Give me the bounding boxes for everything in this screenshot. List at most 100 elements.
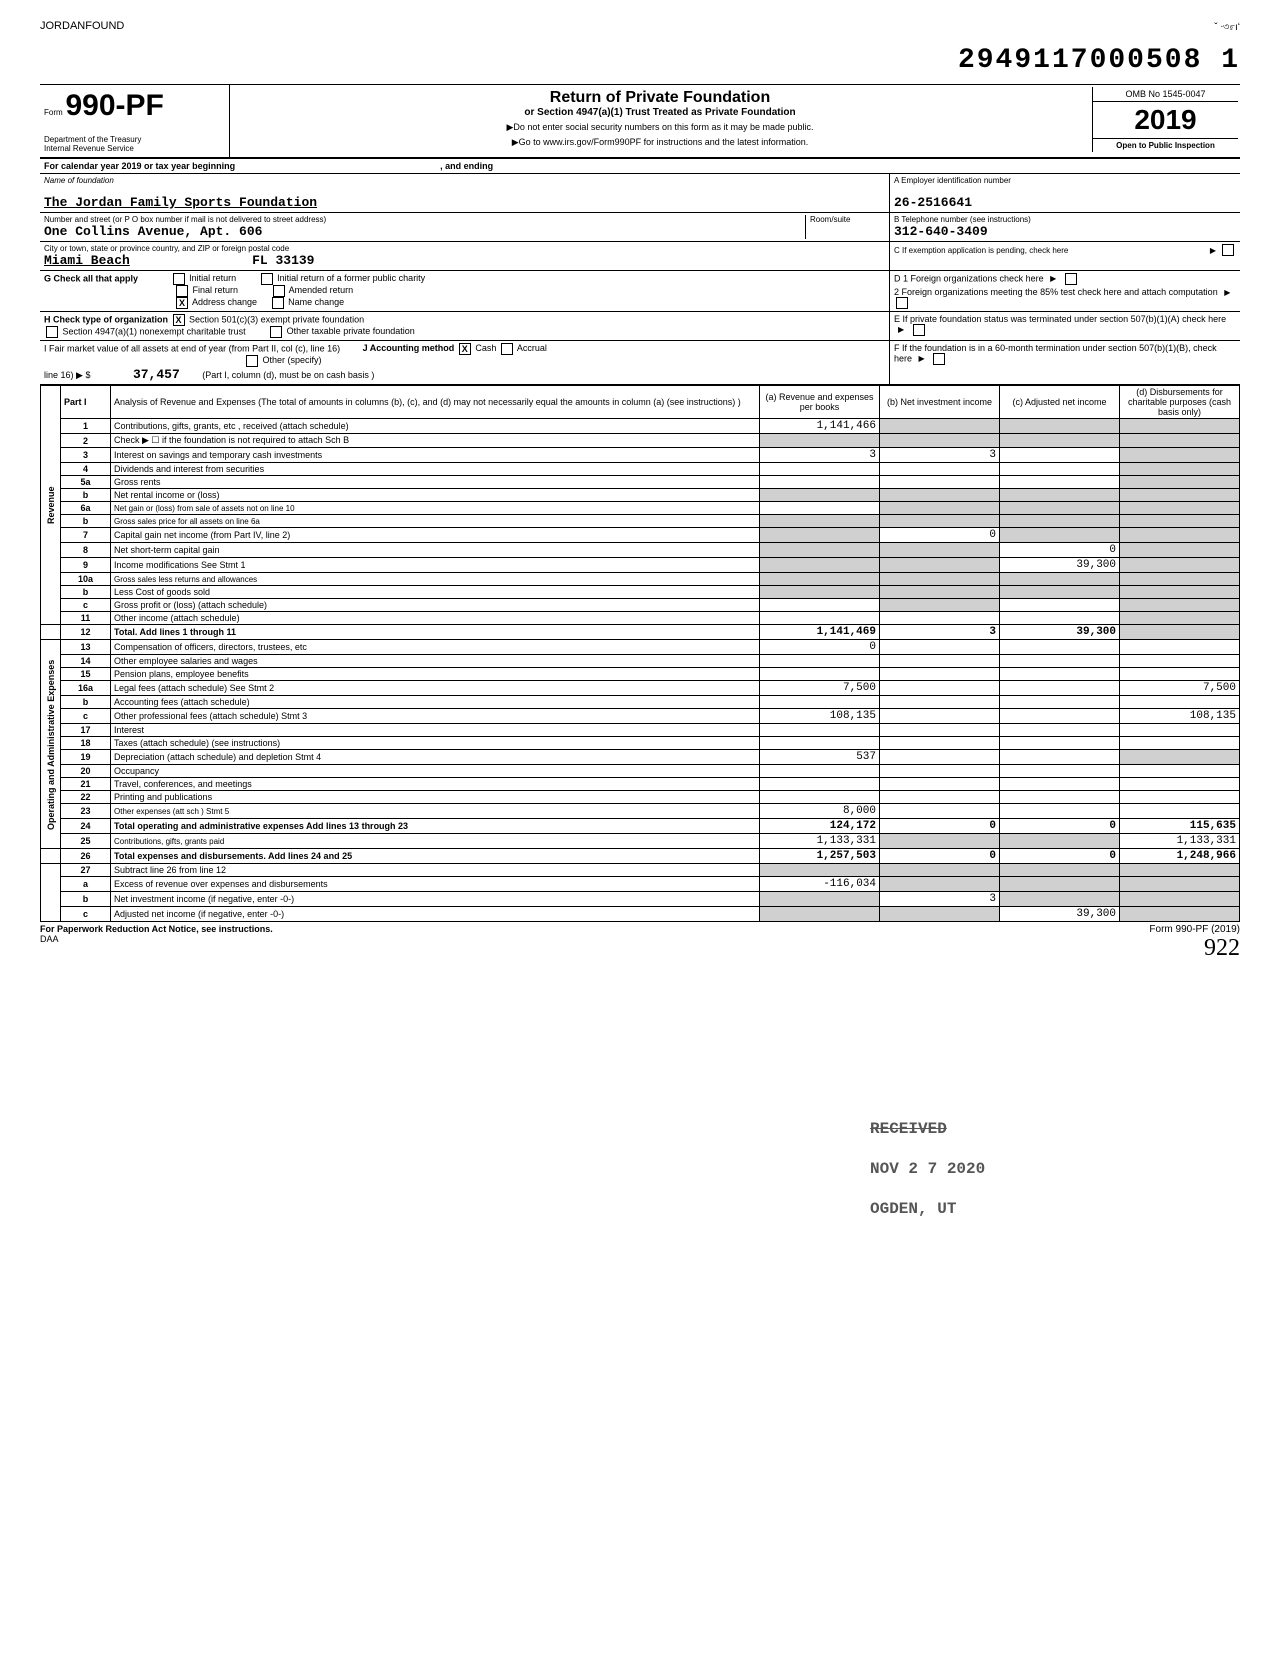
line-23-a: 8,000 (760, 804, 880, 819)
date-stamp: NOV 2 7 2020 (870, 1160, 985, 1178)
revenue-label: Revenue (41, 386, 61, 625)
j-other-checkbox[interactable] (246, 355, 258, 367)
c-checkbox[interactable] (1222, 244, 1234, 256)
line-2: Check ▶ ☐ if the foundation is not requi… (111, 434, 760, 448)
ein-label: A Employer identification number (894, 176, 1236, 185)
g-initial-checkbox[interactable] (173, 273, 185, 285)
line-12: Total. Add lines 1 through 11 (111, 625, 760, 640)
line-12-c: 39,300 (1000, 625, 1120, 640)
f-checkbox[interactable] (933, 353, 945, 365)
g-initial-former: Initial return of a former public charit… (277, 273, 425, 283)
line-24-d: 115,635 (1120, 819, 1240, 834)
h-501c3-checkbox[interactable] (173, 314, 185, 326)
e-checkbox[interactable] (913, 324, 925, 336)
j-cash-checkbox[interactable] (459, 343, 471, 355)
line-13: Compensation of officers, directors, tru… (111, 640, 760, 655)
i-label: I Fair market value of all assets at end… (44, 343, 340, 353)
line-16c-a: 108,135 (760, 709, 880, 724)
line-16c-d: 108,135 (1120, 709, 1240, 724)
g-amended-checkbox[interactable] (273, 285, 285, 297)
address: One Collins Avenue, Apt. 606 (44, 224, 805, 239)
h-other-checkbox[interactable] (270, 326, 282, 338)
instr2: ▶Go to www.irs.gov/Form990PF for instruc… (238, 137, 1082, 148)
line-19: Depreciation (attach schedule) and deple… (111, 750, 760, 765)
line-27c-c: 39,300 (1000, 907, 1120, 922)
line-20: Occupancy (111, 765, 760, 778)
irs-label: Internal Revenue Service (44, 144, 225, 153)
line-3: Interest on savings and temporary cash i… (111, 448, 760, 463)
cal-year-row: For calendar year 2019 or tax year begin… (40, 159, 1240, 174)
line-1-a: 1,141,466 (760, 419, 880, 434)
line-27a: Excess of revenue over expenses and disb… (111, 877, 760, 892)
instr1: ▶Do not enter social security numbers on… (238, 122, 1082, 133)
line-15: Pension plans, employee benefits (111, 668, 760, 681)
line-27a-a: -116,034 (760, 877, 880, 892)
line-18: Taxes (attach schedule) (see instruction… (111, 737, 760, 750)
line-24-c: 0 (1000, 819, 1120, 834)
city: Miami Beach (44, 253, 130, 268)
h-4947-checkbox[interactable] (46, 326, 58, 338)
g-final-checkbox[interactable] (176, 285, 188, 297)
j-accrual: Accrual (517, 343, 547, 353)
g-addrchange: Address change (192, 297, 257, 307)
line-11: Other income (attach schedule) (111, 612, 760, 625)
d2-checkbox[interactable] (896, 297, 908, 309)
col-c-header: (c) Adjusted net income (1000, 386, 1120, 419)
arrow-icon (1224, 287, 1230, 297)
line-5a: Gross rents (111, 476, 760, 489)
addr-label: Number and street (or P O box number if … (44, 215, 805, 224)
line-6a: Net gain or (loss) from sale of assets n… (111, 502, 760, 515)
g-amended: Amended return (289, 285, 354, 295)
line-12-b: 3 (880, 625, 1000, 640)
g-initial-former-checkbox[interactable] (261, 273, 273, 285)
line-17: Interest (111, 724, 760, 737)
line-27c: Adjusted net income (if negative, enter … (111, 907, 760, 922)
subtitle: or Section 4947(a)(1) Trust Treated as P… (238, 107, 1082, 118)
g-namechange: Name change (288, 297, 344, 307)
col-a-header: (a) Revenue and expenses per books (760, 386, 880, 419)
handwritten-bottom: 922 (1204, 935, 1240, 961)
g-addrchange-checkbox[interactable] (176, 297, 188, 309)
line-10a: Gross sales less returns and allowances (111, 573, 760, 586)
line-27: Subtract line 26 from line 12 (111, 864, 760, 877)
state-zip: FL 33139 (252, 253, 314, 268)
city-label: City or town, state or province country,… (44, 244, 885, 253)
g-final: Final return (193, 285, 239, 295)
line-7-b: 0 (880, 528, 1000, 543)
line-25-a: 1,133,331 (760, 834, 880, 849)
line-24: Total operating and administrative expen… (111, 819, 760, 834)
line-9: Income modifications See Stmt 1 (111, 558, 760, 573)
inspect: Open to Public Inspection (1092, 139, 1238, 152)
h-label: H Check type of organization (44, 314, 168, 324)
d1-checkbox[interactable] (1065, 273, 1077, 285)
top-left-id: JORDANFOUND (40, 20, 124, 32)
line-3-a: 3 (760, 448, 880, 463)
fmv-value: 37,457 (133, 367, 180, 382)
line-10c: Gross profit or (loss) (attach schedule) (111, 599, 760, 612)
phone: 312-640-3409 (894, 224, 1236, 239)
j-accrual-checkbox[interactable] (501, 343, 513, 355)
line-12-a: 1,141,469 (760, 625, 880, 640)
part1-note: (Part I, column (d), must be on cash bas… (202, 370, 374, 380)
line-6b: Gross sales price for all assets on line… (111, 515, 760, 528)
arrow-icon (898, 324, 904, 334)
footer-left: For Paperwork Reduction Act Notice, see … (40, 924, 273, 934)
line-22: Printing and publications (111, 791, 760, 804)
h-501c3: Section 501(c)(3) exempt private foundat… (189, 314, 364, 324)
line-19-a: 537 (760, 750, 880, 765)
room-label: Room/suite (810, 215, 850, 224)
arrow-icon (919, 353, 925, 363)
d2-label: 2 Foreign organizations meeting the 85% … (894, 287, 1218, 297)
g-namechange-checkbox[interactable] (272, 297, 284, 309)
part1-table: Revenue Part I Analysis of Revenue and E… (40, 385, 1240, 922)
g-label: G Check all that apply (44, 273, 138, 283)
foundation-name: The Jordan Family Sports Foundation (44, 195, 885, 210)
line-16a: Legal fees (attach schedule) See Stmt 2 (111, 681, 760, 696)
line-26: Total expenses and disbursements. Add li… (111, 849, 760, 864)
line-8-c: 0 (1000, 543, 1120, 558)
line-24-b: 0 (880, 819, 1000, 834)
line-24-a: 124,172 (760, 819, 880, 834)
line-26-c: 0 (1000, 849, 1120, 864)
line-7: Capital gain net income (from Part IV, l… (111, 528, 760, 543)
j-label: J Accounting method (363, 343, 455, 353)
